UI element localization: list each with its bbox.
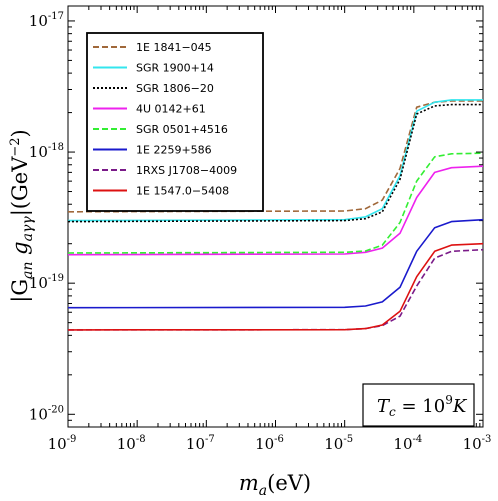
legend-label: 1E 1841−045 [136, 41, 212, 54]
legend-label: SGR 0501+4516 [136, 123, 228, 136]
x-tick-label: 10-6 [255, 434, 284, 453]
series-line [67, 103, 483, 223]
annotation-text: Tc = 109K [377, 393, 468, 419]
series-lines [67, 99, 484, 331]
series-line [67, 152, 484, 254]
legend-label: 1RXS J1708−4009 [136, 164, 237, 177]
y-axis-label: |Gan gaγγ|(GeV−2) [8, 129, 36, 302]
x-axis-label: ma(eV) [239, 471, 311, 499]
legend-label: 1E 1547.0−5408 [136, 185, 229, 198]
legend-label: SGR 1900+14 [136, 62, 214, 75]
series-line [67, 242, 484, 331]
legend-label: SGR 1806−20 [136, 82, 214, 95]
series-line [67, 165, 484, 256]
x-tick-label: 10-4 [393, 434, 422, 453]
y-tick-label: 10-17 [29, 11, 64, 30]
legend-box [86, 32, 264, 212]
series-line [67, 218, 484, 309]
legend-label: 1E 2259+586 [136, 144, 212, 157]
x-tick-label: 10-8 [117, 434, 146, 453]
x-tick-label: 10-3 [463, 434, 492, 453]
series-line [67, 99, 483, 222]
y-tick-label: 10-19 [29, 273, 64, 292]
legend-label: 4U 0142+61 [136, 103, 206, 116]
legend: 1E 1841−045 SGR 1900+14 SGR 1806−20 4U 0142… [86, 32, 264, 212]
annotation-box [362, 383, 475, 427]
y-tick-label: 10-18 [29, 142, 64, 161]
y-tick-label: 10-20 [29, 404, 64, 423]
annotation: Tc = 109K [362, 383, 475, 427]
axis-ticks: 10-9 10-8 10-7 10-6 10-5 10-4 10-3 10-20 10-19 10… [29, 6, 492, 453]
x-tick-label: 10-7 [186, 434, 215, 453]
x-tick-label: 10-9 [48, 434, 77, 453]
x-tick-label: 10-5 [324, 434, 353, 453]
